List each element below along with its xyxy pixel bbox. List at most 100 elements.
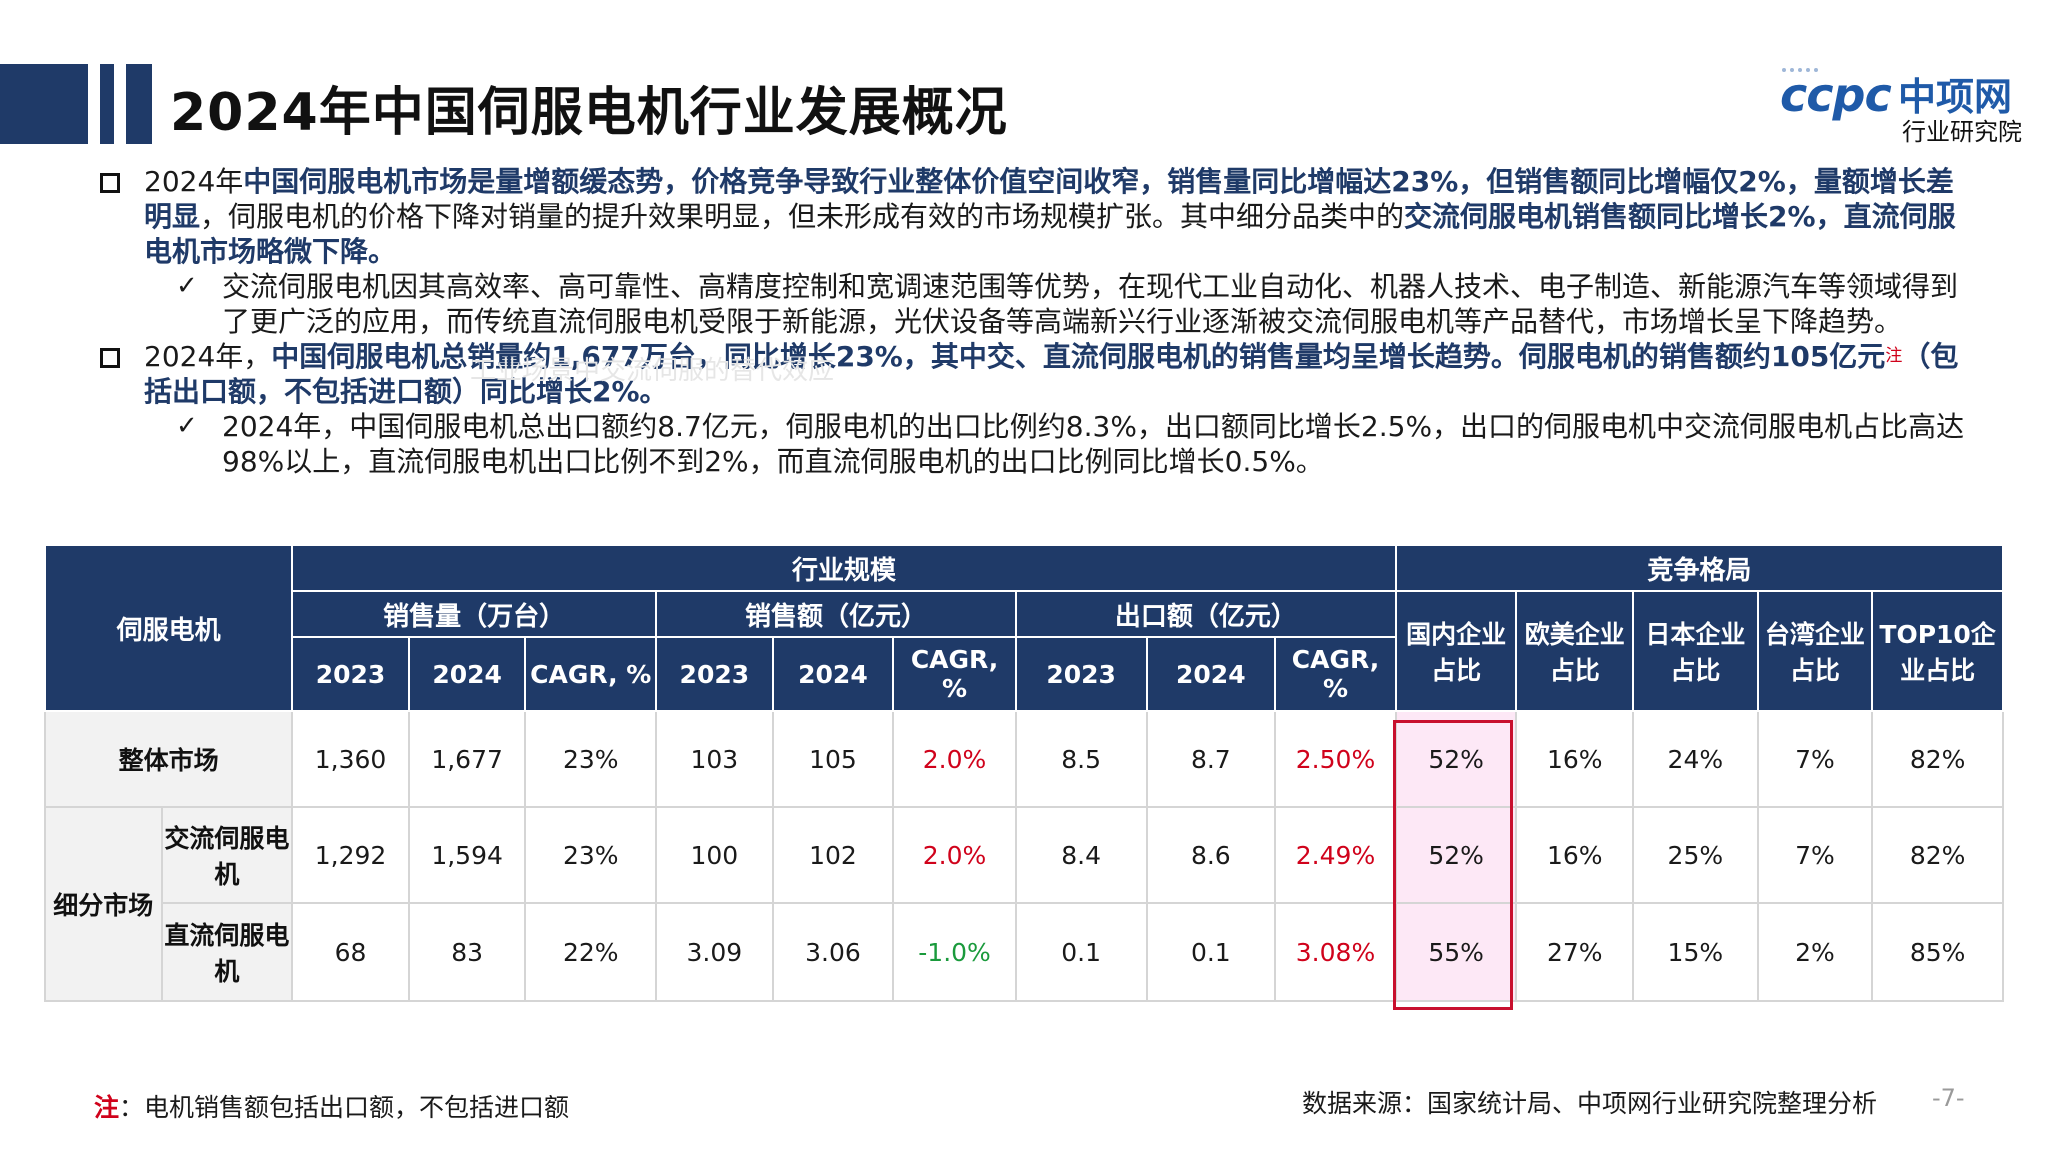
group-header-scale: 行业规模 [291, 544, 1397, 592]
col-header-cagr: CAGR, % [1274, 636, 1397, 712]
bullet-paragraph: 2024年，中国伺服电机总销量约1,677万台，同比增长23%，其中交、直流伺服… [100, 339, 1980, 409]
footnote-label: 注 [94, 1093, 120, 1122]
row-label: 整体市场 [43, 710, 294, 808]
col-header-year: 2023 [655, 636, 774, 712]
page-title: 2024年中国伺服电机行业发展概况 [170, 83, 1008, 143]
row-label: 交流伺服电机 [160, 806, 294, 904]
table-cell: 2.50% [1274, 710, 1397, 808]
company-logo: ccpc 中项网 行业研究院 [1770, 62, 2030, 146]
table-corner-header: 伺服电机 [43, 544, 294, 712]
table-cell: 16% [1515, 806, 1635, 904]
table-cell: 3.09 [655, 902, 774, 1002]
table-cell: 3.08% [1274, 902, 1397, 1002]
table-cell: -1.0% [892, 902, 1017, 1002]
group-header-competition: 竞争格局 [1394, 544, 2005, 592]
table-cell: 55% [1394, 902, 1518, 1002]
table-cell: 2.0% [892, 806, 1017, 904]
table-cell: 103 [655, 710, 774, 808]
data-source: 数据来源：国家统计局、中项网行业研究院整理分析 [1302, 1089, 1878, 1118]
col-header-cagr: CAGR, % [892, 636, 1017, 712]
table-cell: 100 [655, 806, 774, 904]
logo-subtitle: 行业研究院 [1902, 118, 2022, 146]
row-label: 直流伺服电机 [160, 902, 294, 1002]
industry-data-table: 伺服电机 行业规模 竞争格局 销售量（万台） 销售额（亿元） 出口额（亿元） 国… [43, 544, 2005, 1002]
table-cell: 0.1 [1145, 902, 1277, 1002]
table-cell: 2.49% [1274, 806, 1397, 904]
table-row: 整体市场 1,360 1,677 23% 103 105 2.0% 8.5 8.… [43, 710, 2004, 808]
table-header-row: 2023 2024 CAGR, % 2023 2024 CAGR, % 2023… [45, 636, 2003, 712]
col-header-year: 2024 [407, 636, 527, 712]
logo-dots-icon [1782, 68, 1818, 72]
highlight-text: 中国伺服电机总销量约1,677万台，同比增长23%，其中交、直流伺服电机的销售量… [271, 340, 1886, 373]
table-cell: 52% [1394, 806, 1518, 904]
subgroup-header-export: 出口额（亿元） [1014, 590, 1397, 638]
table-cell: 102 [771, 806, 895, 904]
table-cell: 7% [1756, 710, 1874, 808]
table-header-row: 伺服电机 行业规模 竞争格局 [43, 544, 2005, 712]
header-bar-block [0, 64, 88, 144]
table-cell: 82% [1871, 806, 2004, 904]
table-cell: 25% [1632, 806, 1759, 904]
segment-label: 细分市场 [44, 806, 163, 1002]
col-header-year: 2024 [1145, 636, 1277, 712]
square-bullet-icon [100, 348, 120, 368]
table-cell: 83 [407, 902, 527, 1002]
table-cell: 8.4 [1014, 806, 1148, 904]
table-cell: 0.1 [1014, 902, 1148, 1002]
col-header-japan-share: 日本企业占比 [1632, 590, 1759, 712]
highlight-text: 中国伺服电机市场是量增额缓态势，价格竞争导致行业整体价值空间收窄，销售量同比增幅… [144, 165, 1954, 233]
table-cell: 22% [524, 902, 658, 1002]
checkmark-icon: ✓ [176, 271, 198, 301]
logo-name: 中项网 [1898, 75, 2013, 119]
sub-bullet: ✓ 交流伺服电机因其高效率、高可靠性、高精度控制和宽调速范围等优势，在现代工业自… [176, 270, 1959, 338]
highlight-text: （包括出口额，不包括进口额）同比增长2%。 [144, 340, 1959, 408]
table-cell: 82% [1871, 710, 2004, 808]
note-marker: 注 [1885, 346, 1903, 366]
table-row: 直流伺服电机 68 83 22% 3.09 3.06 -1.0% 0.1 0.1… [45, 902, 2004, 1002]
table-row: 细分市场 交流伺服电机 1,292 1,594 23% 100 102 2.0%… [44, 806, 2004, 1002]
header-bar-stripe [100, 64, 114, 144]
table-cell: 8.6 [1145, 806, 1277, 904]
col-header-cagr: CAGR, % [524, 636, 658, 712]
table-cell: 7% [1756, 806, 1874, 904]
table-cell: 2.0% [892, 710, 1017, 808]
bullet-paragraph: 2024年中国伺服电机市场是量增额缓态势，价格竞争导致行业整体价值空间收窄，销售… [100, 164, 1980, 269]
col-header-year: 2023 [1014, 636, 1148, 712]
ghost-watermark-text: 工业场景中交流伺服的替代效应 [470, 356, 835, 386]
col-header-year: 2024 [771, 636, 895, 712]
col-header-taiwan-share: 台湾企业占比 [1756, 590, 1874, 712]
bullet-list: 2024年中国伺服电机市场是量增额缓态势，价格竞争导致行业整体价值空间收窄，销售… [100, 164, 1980, 479]
table-cell: 15% [1632, 902, 1759, 1002]
col-header-top10-share: TOP10企业占比 [1871, 590, 2004, 712]
subgroup-header-sales: 销售额（亿元） [655, 590, 1017, 638]
table-cell: 23% [524, 710, 658, 808]
subgroup-header-volume: 销售量（万台） [291, 590, 658, 638]
table-header-row: 销售量（万台） 销售额（亿元） 出口额（亿元） 国内企业占比 欧美企业占比 日本… [45, 590, 2004, 712]
footnote: 注：电机销售额包括出口额，不包括进口额 [94, 1088, 569, 1124]
table-cell: 27% [1515, 902, 1635, 1002]
col-header-year: 2023 [291, 636, 410, 712]
table-cell: 68 [291, 902, 410, 1002]
table-cell: 23% [524, 806, 658, 904]
square-bullet-icon [100, 173, 120, 193]
table-cell: 2% [1756, 902, 1874, 1002]
table-cell: 24% [1632, 710, 1759, 808]
table-cell: 16% [1515, 710, 1635, 808]
footnote-text: ：电机销售额包括出口额，不包括进口额 [119, 1093, 570, 1122]
sub-bullet: ✓ 2024年，中国伺服电机总出口额约8.7亿元，伺服电机的出口比例约8.3%，… [176, 410, 1965, 478]
table-cell: 8.5 [1014, 710, 1148, 808]
table-cell: 85% [1871, 902, 2004, 1002]
table-cell: 52% [1394, 710, 1518, 808]
highlight-text: 交流伺服电机销售额同比增长2%，直流伺服电机市场略微下降。 [144, 200, 1956, 268]
table-cell: 8.7 [1145, 710, 1277, 808]
logo-mark: ccpc [1780, 68, 1892, 122]
table-cell: 1,677 [407, 710, 527, 808]
page-number: -7- [1932, 1084, 1965, 1112]
table-cell: 1,360 [291, 710, 410, 808]
table-cell: 1,594 [407, 806, 527, 904]
header-bar-stripe [126, 64, 152, 144]
table-cell: 1,292 [291, 806, 410, 904]
table-cell: 3.06 [771, 902, 895, 1002]
col-header-domestic-share: 国内企业占比 [1394, 590, 1518, 712]
table-cell: 105 [771, 710, 895, 808]
